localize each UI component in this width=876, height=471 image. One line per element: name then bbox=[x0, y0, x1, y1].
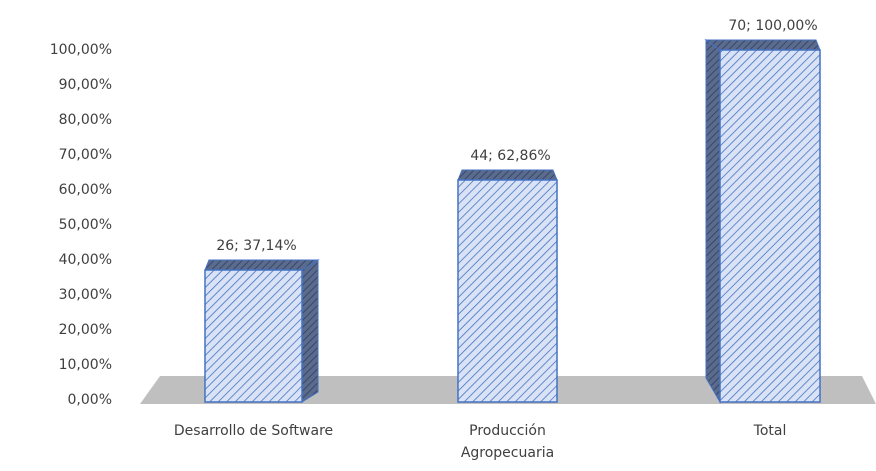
x-tick-label: Desarrollo de Software bbox=[173, 423, 334, 439]
y-tick-label: 70,00% bbox=[59, 147, 112, 163]
data-label: 70; 100,00% bbox=[728, 18, 817, 34]
bar-top bbox=[457, 169, 558, 181]
bar bbox=[457, 179, 558, 403]
y-tick-label: 100,00% bbox=[50, 42, 112, 58]
bar-side bbox=[705, 39, 721, 404]
bar-top bbox=[204, 259, 320, 271]
y-tick-label: 0,00% bbox=[68, 392, 112, 408]
y-tick-label: 40,00% bbox=[59, 252, 112, 268]
y-tick-label: 30,00% bbox=[59, 287, 112, 303]
y-tick-label: 10,00% bbox=[59, 357, 112, 373]
y-tick-label: 80,00% bbox=[59, 112, 112, 128]
bar-side bbox=[301, 259, 319, 403]
y-tick-label: 20,00% bbox=[59, 322, 112, 338]
bar bbox=[719, 49, 821, 403]
data-label: 26; 37,14% bbox=[216, 238, 296, 254]
bar-top bbox=[704, 39, 821, 51]
y-tick-label: 50,00% bbox=[59, 217, 112, 233]
x-tick-label: Total bbox=[753, 423, 787, 439]
data-label: 44; 62,86% bbox=[470, 148, 550, 164]
y-tick-label: 90,00% bbox=[59, 77, 112, 93]
bar bbox=[204, 269, 303, 403]
x-tick-label: Producción Agropecuaria bbox=[460, 423, 555, 461]
y-tick-label: 60,00% bbox=[59, 182, 112, 198]
